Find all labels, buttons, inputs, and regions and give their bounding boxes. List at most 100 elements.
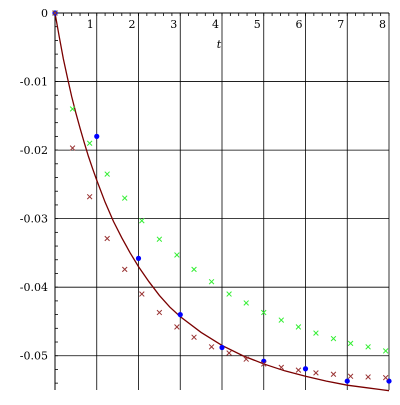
x-tick-label: 4 <box>212 18 219 31</box>
cross-stroke <box>365 344 371 350</box>
cross-stroke <box>330 335 337 342</box>
cross-stroke <box>226 291 232 297</box>
data-point-cross <box>260 361 267 367</box>
series-group <box>52 10 392 392</box>
cross-stroke <box>313 330 319 336</box>
cross-stroke <box>278 317 285 323</box>
data-point-cross <box>278 364 285 371</box>
cross-stroke <box>191 266 197 273</box>
data-point-cross <box>313 330 319 336</box>
minor-ticks <box>54 12 390 384</box>
data-point-cross <box>295 324 302 330</box>
data-point-cross <box>139 291 145 297</box>
data-point-cross <box>260 309 267 316</box>
data-point-cross <box>208 278 215 285</box>
data-point-dot <box>219 344 225 351</box>
data-point-cross <box>365 374 371 380</box>
data-point-dot <box>302 366 309 372</box>
data-point-cross <box>69 106 76 112</box>
cross-stroke <box>295 367 302 373</box>
data-point-dot <box>261 358 267 364</box>
data-point-cross <box>347 373 354 380</box>
cross-stroke <box>121 195 128 201</box>
data-point-cross <box>382 348 389 354</box>
data-point-cross <box>86 140 93 146</box>
cross-stroke <box>365 374 371 380</box>
data-point-cross <box>330 335 337 342</box>
data-point-cross <box>86 193 93 200</box>
y-tick-label: -0.04 <box>20 281 48 294</box>
y-tick-label: -0.02 <box>20 144 48 157</box>
data-point-cross <box>208 344 215 350</box>
cross-stroke <box>174 252 180 258</box>
cross-stroke <box>156 236 163 242</box>
series-line <box>54 12 390 392</box>
data-point-cross <box>104 235 110 242</box>
y-tick-label: -0.05 <box>20 350 48 363</box>
cross-stroke <box>104 235 110 242</box>
cross-stroke <box>243 356 249 362</box>
y-tick-label: -0.01 <box>20 76 48 89</box>
cross-stroke <box>347 373 354 380</box>
data-point-cross <box>365 344 371 350</box>
data-point-dot <box>135 255 142 261</box>
data-point-cross <box>139 217 145 224</box>
cross-stroke <box>330 371 337 377</box>
data-point-cross <box>243 300 249 306</box>
cross-stroke <box>243 300 249 306</box>
data-point-cross <box>174 252 180 258</box>
x-tick-label: 6 <box>296 18 303 31</box>
cross-stroke <box>156 309 163 316</box>
data-point-cross <box>121 195 128 201</box>
cross-stroke <box>104 171 110 177</box>
x-tick-label: 5 <box>254 18 261 31</box>
data-point-cross <box>226 350 232 356</box>
data-point-dot <box>344 378 350 384</box>
cross-stroke <box>86 140 93 146</box>
cross-stroke <box>313 370 319 376</box>
cross-stroke <box>208 344 215 350</box>
data-point-dot <box>94 133 100 139</box>
data-point-cross <box>69 145 76 151</box>
data-point-cross <box>313 370 319 376</box>
cross-stroke <box>382 374 389 381</box>
cross-stroke <box>86 193 93 200</box>
data-point-cross <box>104 171 110 177</box>
cross-stroke <box>295 324 302 330</box>
data-point-cross <box>52 10 58 16</box>
cross-stroke <box>139 291 145 297</box>
cross-stroke <box>191 334 197 340</box>
data-point-cross <box>156 236 163 242</box>
cross-stroke <box>347 340 354 347</box>
data-point-cross <box>191 334 197 340</box>
cross-stroke <box>278 364 285 371</box>
data-point-cross <box>330 371 337 377</box>
cross-stroke <box>121 266 128 273</box>
cross-stroke <box>52 10 58 16</box>
data-point-cross <box>295 367 302 373</box>
cross-stroke <box>69 106 76 112</box>
x-axis-label: t <box>217 38 222 51</box>
data-point-cross <box>174 324 180 330</box>
data-point-cross <box>278 317 285 323</box>
cross-stroke <box>174 324 180 330</box>
cross-stroke <box>208 278 215 285</box>
cross-stroke <box>382 348 389 354</box>
cross-stroke <box>69 145 76 151</box>
data-point-cross <box>191 266 197 273</box>
x-tick-label: 2 <box>129 18 136 31</box>
gridlines <box>55 13 390 390</box>
cross-stroke <box>260 309 267 316</box>
data-point-cross <box>156 309 163 316</box>
tick-labels: 1 2 3 4 5 6 7 8 0 -0.01 -0.02 -0.03 -0.04 -0.05 <box>20 7 386 363</box>
x-tick-label: 8 <box>379 18 386 31</box>
x-tick-label: 3 <box>170 18 177 31</box>
cross-stroke <box>260 361 267 367</box>
data-point-cross <box>347 340 354 347</box>
data-point-dot <box>177 312 183 318</box>
cross-stroke <box>226 350 232 356</box>
data-point-cross <box>121 266 128 273</box>
data-point-cross <box>382 374 389 381</box>
